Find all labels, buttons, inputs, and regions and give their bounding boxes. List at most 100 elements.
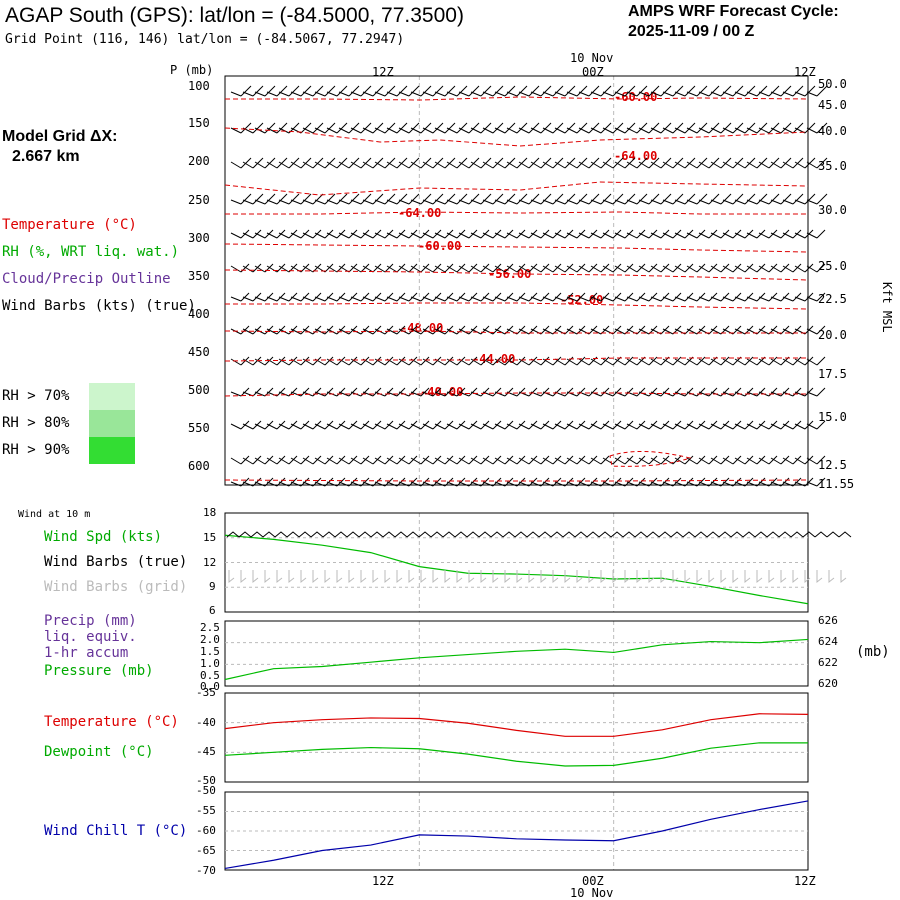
upper-wind-barb	[266, 199, 278, 205]
p-axis-label: P (mb)	[170, 63, 214, 77]
upper-wind-barb-feather	[756, 157, 768, 169]
upper-wind-barb-feather	[660, 455, 670, 465]
upper-wind-barb-feather	[348, 356, 358, 366]
upper-wind-barb	[782, 423, 794, 430]
upper-wind-barb-feather	[264, 455, 274, 465]
upper-wind-barb	[686, 232, 698, 239]
upper-wind-barb	[446, 161, 458, 169]
upper-wind-barb	[638, 127, 650, 134]
upper-wind-barb-feather	[288, 292, 298, 302]
upper-wind-barb	[794, 232, 806, 239]
upper-wind-barb-feather	[312, 477, 322, 487]
upper-wind-barb-feather	[624, 157, 636, 169]
cycle-label: AMPS WRF Forecast Cycle:	[628, 3, 839, 20]
upper-wind-barb	[578, 423, 590, 430]
upper-wind-barb	[626, 232, 638, 239]
w10-grid-barb	[372, 570, 379, 584]
w10-true-barb	[694, 531, 708, 538]
xtick-bottom-00z: 00Z	[582, 874, 604, 888]
upper-wind-barb	[578, 296, 590, 302]
upper-wind-barb-feather	[456, 157, 468, 169]
upper-wind-barb	[386, 232, 398, 239]
upper-wind-barb	[746, 358, 758, 366]
temp-contour-line	[224, 330, 808, 334]
upper-wind-barb-feather	[420, 356, 430, 366]
upper-wind-barb	[674, 232, 686, 239]
upper-wind-barb-feather	[276, 477, 286, 487]
upper-wind-barb	[650, 457, 662, 465]
kfttick: 20.0	[818, 328, 847, 342]
upper-wind-barb	[458, 91, 470, 97]
upper-wind-barb	[386, 91, 398, 97]
w10-grid-barb	[276, 570, 283, 584]
upper-wind-barb	[662, 127, 674, 134]
upper-wind-barb-feather	[444, 387, 454, 397]
upper-wind-barb-feather	[696, 455, 706, 465]
upper-wind-barb	[506, 265, 518, 273]
upper-wind-barb-feather	[360, 356, 370, 366]
upper-wind-barb-feather	[660, 85, 672, 97]
w10-grid-barb	[240, 570, 247, 584]
upper-wind-barb-feather	[624, 85, 636, 97]
upper-wind-barb	[278, 199, 290, 205]
upper-wind-barb	[614, 265, 626, 273]
w10-true-barb	[442, 531, 456, 538]
upper-wind-barb	[338, 127, 350, 134]
temp-contour-label: -60.00	[614, 90, 658, 104]
upper-wind-barb-feather	[528, 263, 538, 273]
upper-wind-barb	[554, 232, 566, 239]
upper-wind-barb-feather	[444, 356, 454, 366]
upper-wind-barb	[266, 161, 278, 169]
upper-wind-barb-feather	[660, 263, 670, 273]
w10-grid-barb	[288, 570, 295, 584]
chill-ytick: -55	[196, 804, 216, 817]
upper-wind-barb	[674, 423, 686, 430]
upper-wind-barb-feather	[432, 477, 442, 487]
upper-wind-barb-feather	[516, 263, 526, 273]
upper-wind-barb	[506, 91, 518, 97]
upper-wind-barb	[650, 391, 662, 397]
upper-wind-barb	[794, 91, 806, 97]
upper-wind-barb-feather	[420, 477, 430, 487]
upper-wind-barb	[374, 481, 386, 487]
upper-wind-barb	[650, 423, 662, 430]
windchill-line	[224, 800, 809, 870]
upper-wind-barb	[494, 481, 506, 487]
upper-wind-barb	[518, 265, 530, 273]
upper-wind-barb	[494, 265, 506, 273]
upper-wind-barb	[434, 265, 446, 273]
upper-wind-barb	[602, 161, 614, 169]
upper-wind-barb	[362, 127, 374, 134]
upper-wind-barb	[806, 91, 818, 97]
ptick: 150	[188, 116, 210, 130]
upper-wind-barb-feather	[324, 455, 334, 465]
upper-wind-barb	[674, 199, 686, 205]
upper-wind-barb-feather	[348, 477, 358, 487]
upper-wind-barb-feather	[252, 356, 262, 366]
upper-wind-barb	[350, 296, 362, 302]
upper-wind-barb	[386, 423, 398, 430]
upper-wind-barb	[638, 328, 650, 335]
upper-wind-barb-feather	[600, 356, 610, 366]
upper-wind-barb	[410, 232, 422, 239]
upper-wind-barb-feather	[324, 477, 334, 487]
upper-wind-barb	[410, 265, 422, 273]
upper-wind-barb-feather	[492, 387, 502, 397]
precip-panel-frame	[224, 620, 809, 687]
upper-wind-barb-feather	[672, 477, 682, 487]
upper-wind-barb-feather	[336, 122, 348, 134]
upper-wind-barb-feather	[804, 85, 816, 97]
upper-wind-barb	[578, 265, 590, 273]
upper-wind-barb-feather	[264, 193, 276, 205]
upper-wind-barb	[782, 127, 794, 134]
upper-wind-barb	[446, 457, 458, 465]
upper-wind-barb-feather	[768, 292, 778, 302]
legend-temp2: Temperature (°C)	[44, 714, 179, 730]
upper-wind-barb	[698, 232, 710, 239]
upper-wind-barb-feather	[516, 455, 526, 465]
upper-wind-barb-feather	[648, 122, 660, 134]
w10-grid-barb	[672, 570, 679, 584]
upper-wind-barb-feather	[432, 387, 442, 397]
w10-grid-barb	[780, 570, 787, 584]
upper-wind-barb-feather	[588, 122, 600, 134]
